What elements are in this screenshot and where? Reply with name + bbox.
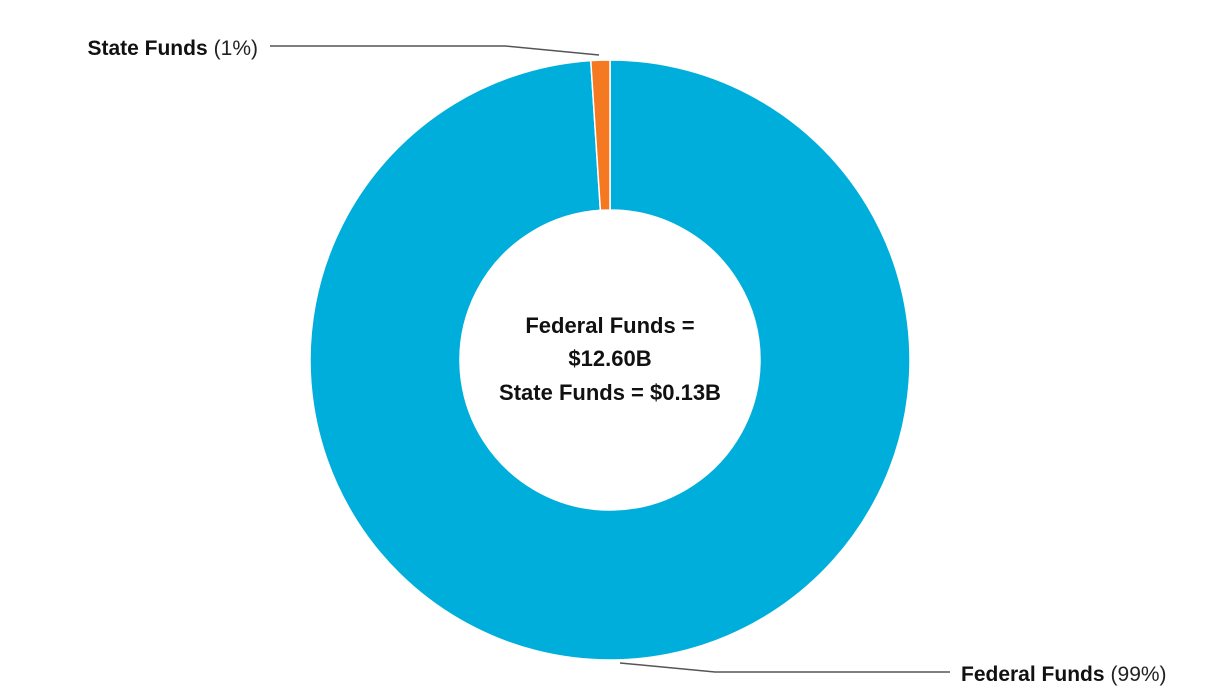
slices-group: [309, 59, 911, 661]
center-text-line-1: Federal Funds =: [525, 313, 694, 338]
state-funds-label-percent: (1%): [214, 37, 258, 60]
leader-lines-group: [270, 45, 950, 673]
slice-state-funds: [589, 59, 611, 212]
state-funds-label-name: State Funds: [87, 37, 207, 60]
center-text-line-2: $12.60B: [568, 346, 651, 371]
state-funds-label: State Funds (1%): [87, 37, 258, 60]
federal-funds-label-percent: (99%): [1111, 663, 1167, 686]
federal-funds-leader-line: [619, 662, 950, 673]
federal-funds-label: Federal Funds (99%): [961, 663, 1167, 686]
center-text: Federal Funds = $12.60B State Funds = $0…: [499, 313, 721, 405]
center-text-line-3: State Funds = $0.13B: [499, 380, 721, 405]
state-funds-leader-line: [270, 45, 600, 56]
federal-funds-label-name: Federal Funds: [961, 663, 1105, 686]
slice-federal-funds: [309, 59, 911, 661]
